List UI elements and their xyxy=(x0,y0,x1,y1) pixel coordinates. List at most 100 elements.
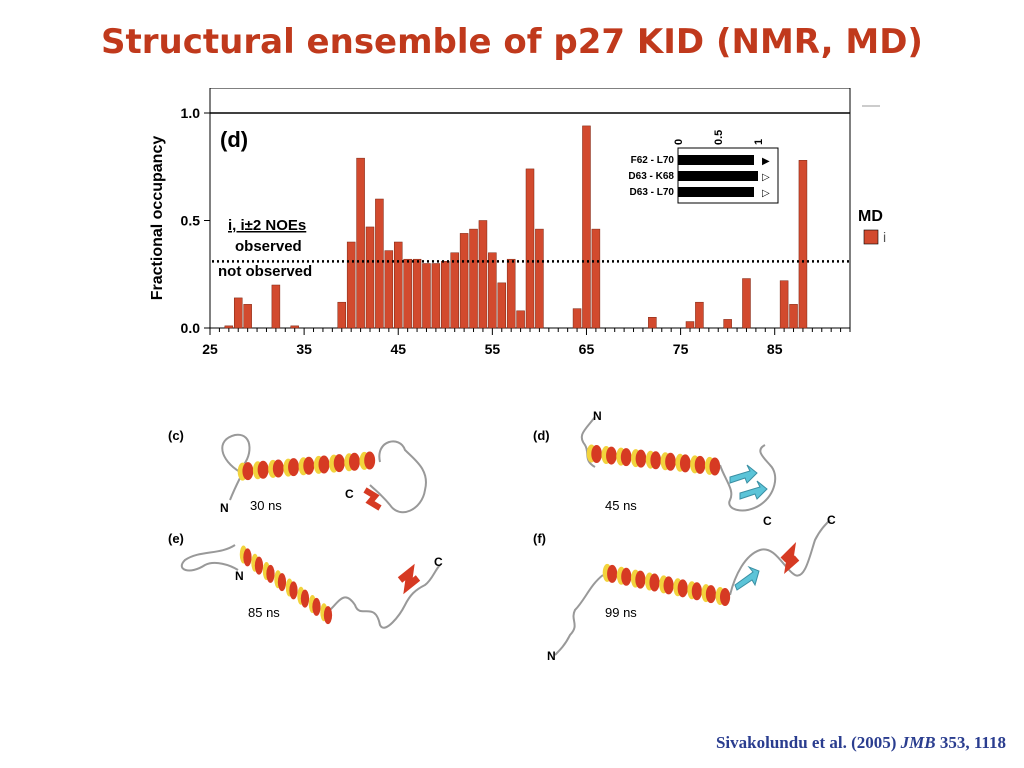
snapshot-panel-label: (d) xyxy=(533,428,550,443)
snapshot-e: (e) N C 85 ns xyxy=(168,531,443,629)
y-tick-label: 0.5 xyxy=(181,213,201,229)
n-terminus-label: N xyxy=(235,569,244,583)
helix-turn-red xyxy=(323,606,333,625)
bar xyxy=(582,125,591,329)
helix-turn-red xyxy=(303,456,315,475)
bar xyxy=(742,278,751,329)
snapshot-f: (f) N C 99 ns xyxy=(533,513,836,663)
inset-bar xyxy=(678,187,754,197)
helix-turn-red xyxy=(272,459,284,478)
helix xyxy=(602,563,731,606)
bar xyxy=(224,325,234,329)
bar xyxy=(591,228,601,329)
y-tick-label: 0.0 xyxy=(181,320,201,336)
short-helix xyxy=(397,563,421,595)
bar xyxy=(572,308,582,329)
x-ticks: 25 35 45 55 65 75 85 xyxy=(202,328,851,357)
short-helix xyxy=(363,487,382,511)
time-label: 99 ns xyxy=(605,605,637,620)
helix-turn-red xyxy=(254,556,264,575)
helix-turn-red xyxy=(257,460,269,479)
snapshot-c: (c) N C 30 ns xyxy=(168,428,427,515)
n-terminus-label: N xyxy=(220,501,229,515)
helix-turn-red xyxy=(607,564,618,583)
inset-marker: ▷ xyxy=(762,172,770,183)
bar xyxy=(478,220,488,329)
loop-coil xyxy=(369,440,427,514)
helix-turn-red xyxy=(364,451,376,470)
helix-turn-red xyxy=(289,581,298,600)
bar xyxy=(789,304,798,329)
snapshot-panel-label: (f) xyxy=(533,531,546,546)
bar xyxy=(403,258,412,329)
bar xyxy=(441,261,450,329)
bar xyxy=(346,241,356,329)
helix-turn-red xyxy=(312,597,321,616)
snapshot-panel-label: (c) xyxy=(168,428,184,443)
helix-turn-red xyxy=(591,445,602,464)
inset-rows: F62 - L70 ▶ D63 - K68 ▷ D63 - L70 ▷ xyxy=(628,155,770,199)
inset-marker: ▷ xyxy=(762,188,770,199)
n-terminus-label: N xyxy=(547,649,556,663)
helix xyxy=(239,545,333,625)
bar xyxy=(337,301,347,329)
bar xyxy=(779,280,789,329)
occupancy-bar-chart: Fractional occupancy 0.0 0.5 1.0 25 35 45 55 6… xyxy=(149,88,886,357)
helix-turn-red xyxy=(635,449,647,468)
bar xyxy=(243,304,252,329)
helix-turn-red xyxy=(650,451,662,470)
short-helix xyxy=(780,541,800,574)
bar xyxy=(412,258,422,329)
helix-turn-red xyxy=(719,587,731,606)
bar xyxy=(384,250,394,329)
helix-turn-red xyxy=(606,446,617,465)
helix-turn-red xyxy=(242,462,254,481)
y-axis-label: Fractional occupancy xyxy=(149,136,166,301)
inset-tick-label: 0.5 xyxy=(713,130,725,145)
bar xyxy=(290,325,299,329)
c-terminus-label: C xyxy=(345,487,354,501)
bar xyxy=(431,263,441,329)
bar xyxy=(535,228,544,329)
inset: 0 0.5 1 F62 - L70 ▶D63 - K68 ▷D63 - L70 ▷ xyxy=(628,130,779,204)
c-terminus-label: C xyxy=(827,513,836,527)
bar xyxy=(422,263,431,329)
inset-bar xyxy=(678,171,758,181)
helix-turn-red xyxy=(348,452,360,471)
bar xyxy=(497,282,507,329)
helix-turn-red xyxy=(694,455,706,474)
helix-turn-red xyxy=(663,576,674,595)
y-ticks: 0.0 0.5 1.0 xyxy=(181,105,210,336)
legend-swatch xyxy=(863,229,879,245)
panel-label: (d) xyxy=(220,127,248,152)
x-tick-label: 85 xyxy=(767,341,783,357)
bar xyxy=(393,241,403,329)
bar xyxy=(648,317,657,329)
helix-turn-red xyxy=(705,585,717,604)
inset-row-label: F62 - L70 xyxy=(631,155,675,166)
bar xyxy=(695,301,704,329)
beta-strand xyxy=(739,480,768,500)
bars xyxy=(224,125,808,329)
bar xyxy=(271,284,281,329)
loop-coil xyxy=(221,433,251,501)
inset-bar xyxy=(678,155,754,165)
bar xyxy=(469,228,478,329)
helix-turn-red xyxy=(243,548,252,567)
bar xyxy=(506,258,516,329)
loop-coil xyxy=(180,544,239,572)
x-tick-label: 45 xyxy=(390,341,406,357)
bar xyxy=(375,198,384,329)
time-label: 30 ns xyxy=(250,498,282,513)
helix-turn-red xyxy=(333,454,345,473)
bar xyxy=(450,252,459,329)
bar xyxy=(488,252,497,329)
x-tick-label: 75 xyxy=(673,341,689,357)
helix-turn-red xyxy=(691,582,702,601)
x-tick-label: 65 xyxy=(579,341,595,357)
helix-turn-red xyxy=(266,564,275,583)
bar xyxy=(798,160,808,329)
inset-ticks: 0 0.5 1 xyxy=(673,130,765,145)
legend-title: MD xyxy=(858,208,883,225)
n-terminus-label: N xyxy=(593,409,602,423)
